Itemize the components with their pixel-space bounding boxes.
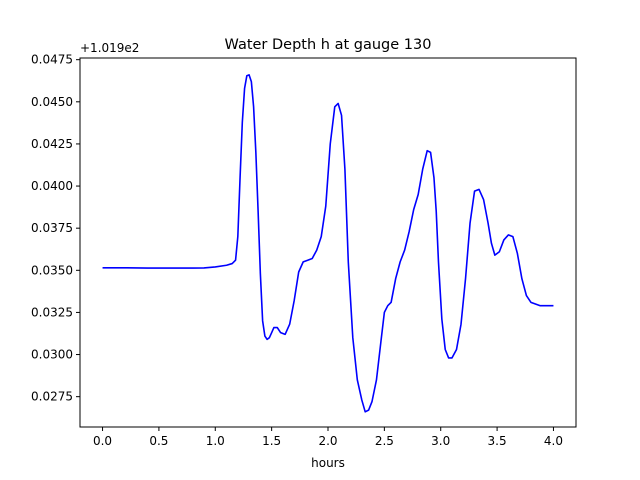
x-tick-label: 0.5 bbox=[149, 434, 168, 448]
x-tick-label: 1.0 bbox=[206, 434, 225, 448]
y-tick-label: 0.0400 bbox=[31, 179, 73, 193]
series-layer bbox=[102, 74, 554, 413]
x-tick-label: 0.0 bbox=[93, 434, 112, 448]
y-tick-label: 0.0325 bbox=[31, 305, 73, 319]
x-axis-ticks: 0.0 0.5 1.0 1.5 2.0 2.5 3.0 3.5 4.0 bbox=[93, 427, 563, 448]
x-tick-label: 2.5 bbox=[375, 434, 394, 448]
series-line-0 bbox=[102, 74, 554, 413]
y-tick-label: 0.0425 bbox=[31, 137, 73, 151]
plot-area-frame bbox=[79, 57, 577, 428]
y-tick-label: 0.0375 bbox=[31, 221, 73, 235]
x-axis-label: hours bbox=[311, 456, 345, 470]
x-tick-label: 1.5 bbox=[262, 434, 281, 448]
chart-title: Water Depth h at gauge 130 bbox=[225, 37, 432, 53]
x-tick-label: 3.0 bbox=[431, 434, 450, 448]
y-tick-label: 0.0350 bbox=[31, 263, 73, 277]
y-axis-ticks: 0.0275 0.0300 0.0325 0.0350 0.0375 0.0400 0.04… bbox=[31, 53, 80, 404]
x-tick-label: 2.0 bbox=[318, 434, 337, 448]
y-tick-label: 0.0275 bbox=[31, 390, 73, 404]
y-tick-label: 0.0475 bbox=[31, 53, 73, 67]
x-tick-label: 4.0 bbox=[544, 434, 563, 448]
x-tick-label: 3.5 bbox=[488, 434, 507, 448]
y-tick-label: 0.0300 bbox=[31, 348, 73, 362]
y-tick-label: 0.0450 bbox=[31, 95, 73, 109]
y-axis-offset-label: +1.019e2 bbox=[80, 41, 139, 55]
